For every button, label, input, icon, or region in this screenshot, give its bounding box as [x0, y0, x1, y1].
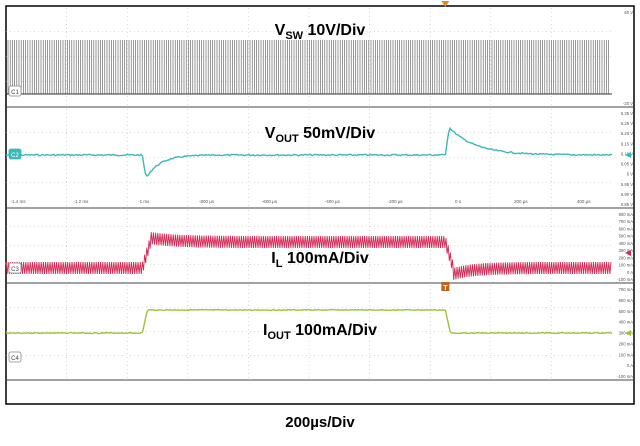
channel-label-subscript: OUT [275, 133, 299, 145]
right-tick-label: 200 mA [619, 341, 634, 346]
channel-label-c4: IOUT 100mA/Div [263, 322, 377, 342]
time-axis-ticks: -1.4 ms -1.2 ms -1 ms -800 µs -600 µs -400 µs… [10, 199, 591, 204]
time-tick-label: -1.2 ms [73, 199, 89, 204]
right-tick-label: 400 mA [619, 241, 634, 246]
trigger-t-box [441, 282, 450, 291]
trace-il [5, 232, 612, 280]
channel-badge-c2: C2 [8, 148, 22, 160]
channel-label-subscript: OUT [267, 330, 291, 342]
right-tick-label: 0 A [627, 270, 633, 275]
level-marker [625, 152, 631, 158]
channel-badge-box [8, 85, 22, 97]
channel-label-c1: VSW 10V/Div [275, 22, 366, 42]
level-marker [625, 250, 631, 256]
right-tick-label: 6.05 V [621, 162, 633, 167]
time-tick-label: -200 µs [388, 199, 404, 204]
right-tick-label: 700 mA [619, 219, 634, 224]
right-tick-label: 5.85 V [621, 202, 633, 207]
time-tick-label: -1 ms [138, 199, 150, 204]
right-tick-label: 60 V [624, 10, 633, 15]
channel-label-scale: 50mV/Div [299, 125, 376, 142]
right-tick-label: 300 mA [619, 248, 634, 253]
right-tick-label: 500 mA [619, 234, 634, 239]
channel-label-subscript: L [276, 258, 283, 270]
channel-label-main: I [263, 322, 267, 339]
right-tick-label: 500 mA [619, 309, 634, 314]
right-tick-label: 600 mA [619, 298, 634, 303]
trace-vsw [7, 40, 609, 94]
right-tick-label: 400 mA [619, 320, 634, 325]
right-tick-label: -20 V [623, 101, 633, 106]
time-tick-label: 200 µs [514, 199, 528, 204]
right-tick-label: -100 mA [617, 374, 633, 379]
time-tick-label: -400 µs [325, 199, 341, 204]
time-tick-label: 400 µs [577, 199, 591, 204]
channel-label-subscript: SW [285, 30, 303, 42]
right-tick-label: 600 mA [619, 226, 634, 231]
channel-badge-text: C2 [11, 153, 19, 159]
channel-label-main: I [271, 250, 275, 267]
channel-label-scale: 100mA/Div [291, 322, 377, 339]
channel-badge-text: C4 [11, 356, 19, 362]
time-tick-label: 0 s [455, 199, 462, 204]
channel-label-scale: 100mA/Div [282, 250, 368, 267]
channel-badge-text: C3 [11, 267, 19, 273]
timebase-label: 200µs/Div [285, 414, 355, 431]
right-tick-label: 700 mA [619, 287, 634, 292]
right-tick-label: 5.90 V [621, 192, 633, 197]
trace-vout [5, 126, 613, 177]
channel-label-main: V [275, 22, 286, 39]
right-tick-label: 6.15 V [621, 141, 633, 146]
right-tick-label: 6.35 V [621, 111, 633, 116]
right-tick-label: 800 mA [619, 212, 634, 217]
channel-label-main: V [265, 125, 276, 142]
time-tick-label: -1.4 ms [10, 199, 26, 204]
channel-badge-box [8, 351, 22, 363]
time-tick-label: -600 µs [262, 199, 278, 204]
trigger-t-marker: T [441, 282, 450, 292]
channel-badge-c3: C3 [8, 262, 22, 274]
right-tick-label: 100 mA [619, 352, 634, 357]
channel-label-c2: VOUT 50mV/Div [265, 125, 375, 145]
level-marker [625, 330, 631, 336]
time-tick-label: -800 µs [199, 199, 215, 204]
right-tick-label: 6.25 V [621, 121, 633, 126]
right-tick-label: 5.95 V [621, 182, 633, 187]
channel-label-c3: IL 100mA/Div [271, 250, 369, 270]
right-tick-label: 100 mA [619, 263, 634, 268]
right-tick-label: 200 mA [619, 255, 634, 260]
channel-badge-box [8, 262, 22, 274]
channel-badge-c1: C1 [8, 85, 22, 97]
channel-badge-text: C1 [11, 90, 19, 96]
channel-badge-c4: C4 [8, 351, 22, 363]
right-tick-label: 0 A [627, 363, 633, 368]
channel-label-scale: 10V/Div [303, 22, 365, 39]
trace-iout [5, 308, 613, 335]
right-tick-label: 6 V [627, 172, 633, 177]
channel-badge-box [8, 148, 22, 160]
right-tick-label: -100 mA [617, 277, 633, 282]
trigger-t-text: T [443, 285, 448, 292]
trigger-position-marker [441, 1, 450, 7]
right-tick-label: 6.10 V [621, 151, 633, 156]
right-tick-label: 6.20 V [621, 131, 633, 136]
